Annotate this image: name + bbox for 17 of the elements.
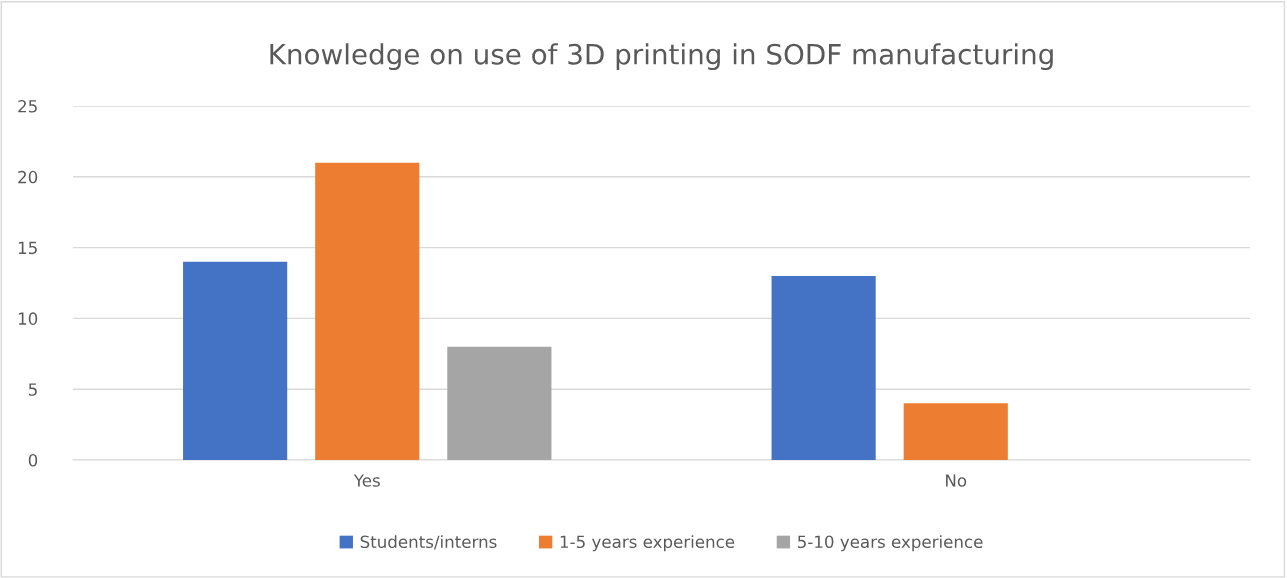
y-tick-label: 10 xyxy=(18,312,38,325)
bar xyxy=(315,162,420,460)
chart-title: Knowledge on use of 3D printing in SODF manufacturing xyxy=(270,43,1053,71)
x-tick-label: Yes xyxy=(353,474,380,487)
y-tick-label: 20 xyxy=(18,170,38,184)
legend-label: 5-10 years experience xyxy=(798,535,983,552)
y-tick-label: 5 xyxy=(28,383,37,396)
y-tick-label: 15 xyxy=(18,241,37,255)
bar xyxy=(903,403,1008,460)
x-tick-label: No xyxy=(946,474,967,487)
y-tick-label: 25 xyxy=(18,99,37,113)
bar xyxy=(771,275,876,460)
bar xyxy=(447,346,552,460)
legend-label: 1-5 years experience xyxy=(560,535,735,552)
bar xyxy=(183,261,288,460)
y-tick-label: 0 xyxy=(28,453,38,467)
legend-label: Students/interns xyxy=(360,535,497,550)
